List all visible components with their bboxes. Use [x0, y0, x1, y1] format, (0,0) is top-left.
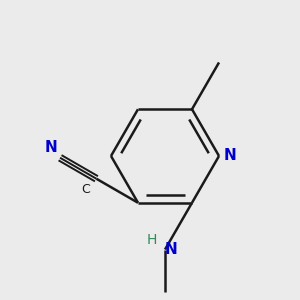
Text: N: N: [44, 140, 57, 155]
Text: N: N: [165, 242, 178, 257]
Text: H: H: [147, 232, 158, 247]
Text: C: C: [82, 183, 90, 196]
Text: N: N: [224, 148, 236, 164]
